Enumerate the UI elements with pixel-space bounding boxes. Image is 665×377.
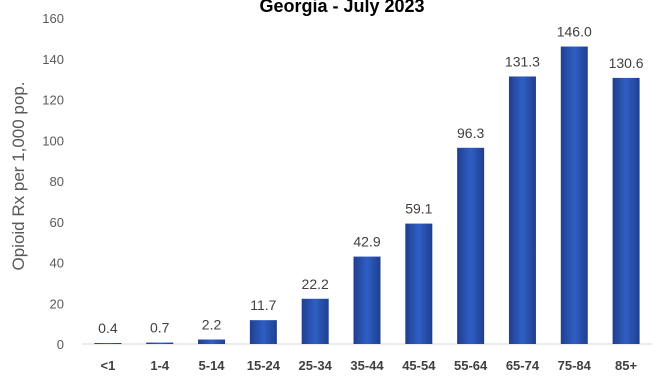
bar: [146, 342, 174, 344]
data-label: 0.4: [98, 320, 118, 336]
y-tick-label: 160: [42, 11, 64, 26]
y-tick-label: 0: [57, 337, 64, 352]
bar: [198, 339, 226, 344]
x-tick-label: 55-64: [454, 358, 488, 373]
data-label: 130.6: [609, 55, 644, 71]
bar: [249, 320, 277, 344]
x-tick-label: 75-84: [558, 358, 592, 373]
x-tick-label: 15-24: [247, 358, 281, 373]
chart-title: Georgia - July 2023: [259, 0, 424, 16]
x-tick-label: 1-4: [150, 358, 170, 373]
y-tick-label: 80: [50, 174, 64, 189]
x-tick-label: <1: [100, 358, 115, 373]
data-label: 0.7: [150, 320, 170, 336]
data-labels: 0.4 0.7 2.2 11.7 22.2 42.9 59.1 96.3 131.3 146.0 1…: [98, 24, 644, 336]
data-label: 11.7: [250, 297, 276, 313]
bars: [94, 46, 640, 345]
y-tick-label: 120: [42, 93, 64, 108]
data-label: 42.9: [353, 234, 380, 250]
x-tick-label: 25-34: [299, 358, 333, 373]
bar: [353, 256, 381, 344]
bar: [508, 76, 536, 344]
data-label: 22.2: [302, 276, 329, 292]
bar: [457, 147, 485, 344]
data-label: 131.3: [505, 53, 540, 69]
bar: [301, 298, 329, 344]
data-label: 146.0: [557, 24, 592, 40]
y-tick-label: 20: [50, 296, 64, 311]
y-tick-label: 60: [50, 215, 64, 230]
bar: [612, 77, 640, 344]
y-axis-ticks: 0 20 40 60 80 100 120 140 160: [42, 11, 64, 352]
bar: [94, 343, 122, 344]
y-tick-label: 40: [50, 256, 64, 271]
bar: [405, 223, 433, 344]
y-axis-label: Opioid Rx per 1,000 pop.: [9, 81, 28, 270]
x-axis-categories: <1 1-4 5-14 15-24 25-34 35-44 45-54 55-64 65-74 7…: [100, 358, 637, 373]
y-tick-label: 100: [42, 133, 64, 148]
y-tick-label: 140: [42, 52, 64, 67]
x-tick-label: 85+: [615, 358, 637, 373]
data-label: 96.3: [457, 125, 484, 141]
data-label: 2.2: [202, 317, 222, 333]
x-tick-label: 5-14: [199, 358, 226, 373]
x-tick-label: 45-54: [402, 358, 436, 373]
bar: [560, 46, 588, 345]
x-tick-label: 65-74: [506, 358, 540, 373]
x-tick-label: 35-44: [350, 358, 384, 373]
data-label: 59.1: [405, 201, 432, 217]
